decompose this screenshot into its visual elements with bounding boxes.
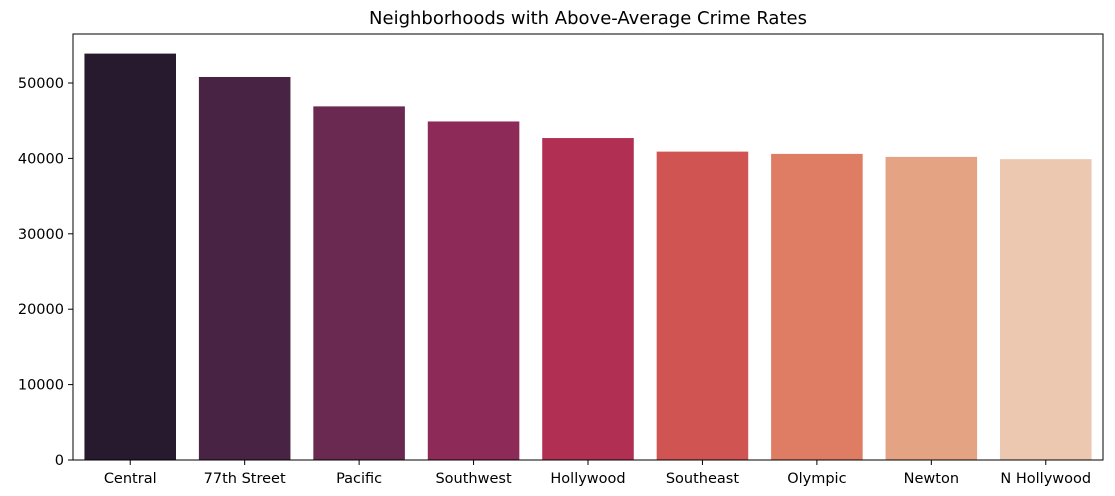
chart-title: Neighborhoods with Above-Average Crime R… xyxy=(369,8,807,29)
bar-77th-street xyxy=(198,76,291,460)
x-tick-label: Southeast xyxy=(666,471,740,487)
bar-southeast xyxy=(656,151,749,460)
y-tick-label: 50000 xyxy=(18,76,64,92)
x-tick-label: Central xyxy=(104,471,157,487)
bar-olympic xyxy=(771,153,863,460)
y-tick-label: 20000 xyxy=(18,302,64,318)
y-tick-label: 0 xyxy=(55,453,64,469)
y-axis-ticks: 0 10000 20000 30000 40000 50000 xyxy=(18,76,73,469)
bar-southwest xyxy=(427,121,520,461)
x-tick-label: Olympic xyxy=(787,471,846,487)
x-tick-label: Hollywood xyxy=(550,471,625,487)
y-tick-label: 10000 xyxy=(18,378,64,394)
x-tick-label: Southwest xyxy=(435,471,511,487)
plot-frame xyxy=(72,33,1104,461)
bar-pacific xyxy=(313,106,405,460)
x-tick-label: N Hollywood xyxy=(1000,471,1091,487)
x-tick-label: 77th Street xyxy=(204,471,286,487)
bar-hollywood xyxy=(542,138,634,461)
bar-newton xyxy=(885,156,978,460)
y-tick-label: 30000 xyxy=(18,227,64,243)
bar-central xyxy=(84,53,176,460)
x-tick-label: Newton xyxy=(904,471,959,487)
x-tick-label: Pacific xyxy=(336,471,382,487)
bar-n-hollywood xyxy=(1000,159,1092,460)
x-axis-ticks: Central 77th Street Pacific Southwest Hollyw… xyxy=(104,460,1091,487)
y-tick-label: 40000 xyxy=(18,151,64,167)
bars-layer xyxy=(84,53,1092,461)
